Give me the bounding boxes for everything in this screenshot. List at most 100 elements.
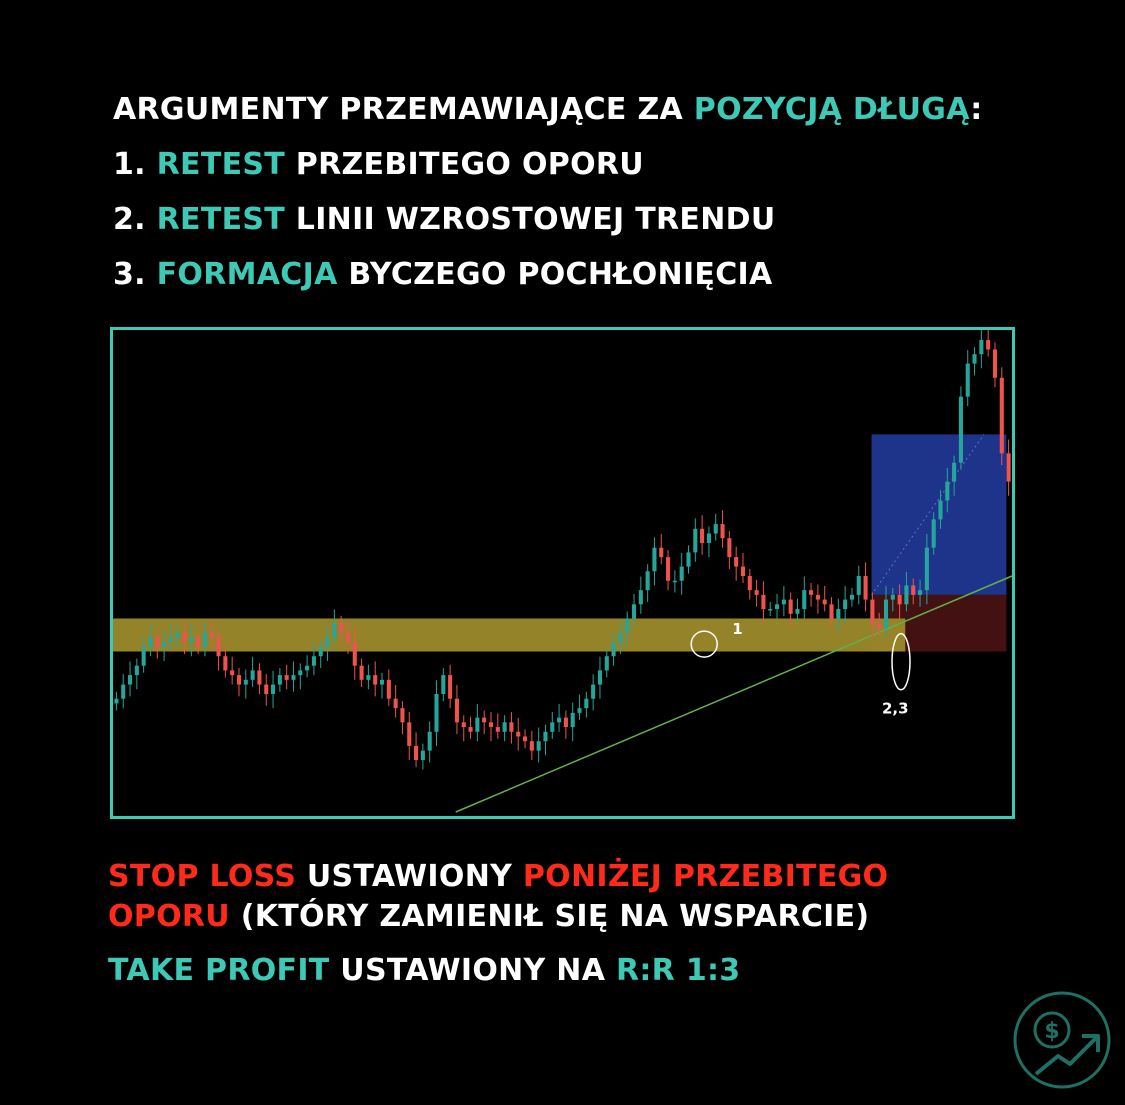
take-profit-line: TAKE PROFIT USTAWIONY NA R:R 1:3 [108, 951, 740, 991]
candle [625, 618, 630, 633]
svg-text:$: $ [1044, 1019, 1059, 1044]
candle [271, 684, 276, 694]
candle [209, 632, 214, 638]
candle [121, 684, 126, 699]
title-suffix: : [970, 92, 983, 127]
retest-marker-2 [891, 632, 911, 691]
candle [774, 604, 780, 610]
candle [577, 708, 582, 713]
candle [972, 354, 977, 364]
candle [849, 594, 854, 600]
candle [557, 717, 562, 723]
candle [386, 679, 391, 699]
stop-loss-label: STOP LOSS [108, 859, 297, 894]
candle [618, 632, 623, 643]
stop-loss-highlight: PONIŻEJ PRZEBITEGO [522, 859, 889, 894]
candle [986, 340, 991, 350]
candle [672, 580, 677, 583]
candle [407, 722, 412, 746]
candle [1006, 453, 1011, 482]
candle [788, 599, 793, 614]
candle [250, 670, 255, 680]
candle [843, 599, 848, 610]
argument-highlight: RETEST [156, 202, 286, 237]
candle [291, 675, 296, 680]
candle [189, 637, 194, 643]
candle [938, 500, 943, 520]
candle [311, 656, 316, 666]
argument-highlight: FORMACJA [156, 257, 338, 292]
candle [679, 566, 684, 581]
candle [802, 590, 807, 610]
candle [168, 637, 173, 643]
candle [604, 656, 609, 671]
candle [652, 547, 657, 572]
candle [713, 524, 718, 534]
candle [516, 731, 521, 737]
candle [155, 637, 160, 647]
candle [706, 533, 711, 543]
candle [434, 694, 439, 732]
candle [230, 670, 235, 676]
dollar-growth-icon: $ [1013, 991, 1111, 1089]
stop-loss-line-2: OPORU (KTÓRY ZAMIENIŁ SIĘ NA WSPARCIE) [108, 897, 869, 937]
candle [352, 642, 357, 666]
candle [911, 585, 916, 595]
candle [781, 599, 786, 605]
candle [345, 632, 351, 643]
candle [236, 675, 242, 685]
candle [550, 722, 555, 732]
retest-marker-1 [690, 630, 718, 658]
candle [999, 377, 1004, 454]
candle [366, 675, 371, 680]
candle [924, 547, 929, 591]
candle [495, 727, 500, 732]
candle [441, 675, 446, 694]
argument-number: 2. [113, 202, 157, 237]
candle [638, 590, 643, 605]
candle [359, 665, 364, 680]
candle [509, 722, 514, 732]
argument-item-1: 1. RETEST PRZEBITEGO OPORU [113, 145, 644, 185]
stop-loss-highlight-2: OPORU [108, 899, 230, 934]
resistance-zone [113, 618, 906, 652]
candle [591, 684, 596, 699]
candle [448, 675, 453, 699]
candle [488, 722, 494, 728]
candle [325, 637, 330, 647]
candle [468, 727, 473, 732]
page-title: ARGUMENTY PRZEMAWIAJĄCE ZA POZYCJĄ DŁUGĄ… [113, 90, 983, 130]
candle [134, 665, 139, 676]
candle [114, 698, 119, 704]
candle [563, 717, 568, 728]
candle [815, 594, 820, 600]
candle [809, 590, 814, 595]
candle [162, 642, 167, 647]
candle [829, 604, 834, 619]
candle [529, 741, 534, 751]
candle [863, 576, 868, 600]
candle [958, 396, 963, 463]
candle [461, 722, 466, 728]
candle [182, 632, 187, 643]
candle [393, 698, 398, 709]
candle [216, 637, 221, 657]
candle [284, 675, 289, 680]
candle [883, 599, 889, 628]
candle [148, 637, 153, 647]
candle [897, 594, 902, 605]
candle [666, 557, 671, 581]
candle [693, 528, 698, 553]
candle [570, 712, 575, 728]
stop-loss-line-1: STOP LOSS USTAWIONY PONIŻEJ PRZEBITEGO [108, 857, 888, 897]
candle [965, 363, 970, 397]
candle [482, 717, 487, 723]
argument-text: LINII WZROSTOWEJ TRENDU [285, 202, 776, 237]
stop-loss-text: USTAWIONY [296, 859, 523, 894]
chart-frame: 1 2,3 [110, 327, 1015, 819]
candle [904, 585, 909, 605]
candle [768, 609, 773, 611]
candle [298, 670, 303, 676]
candle [175, 632, 180, 638]
candle [979, 340, 984, 355]
